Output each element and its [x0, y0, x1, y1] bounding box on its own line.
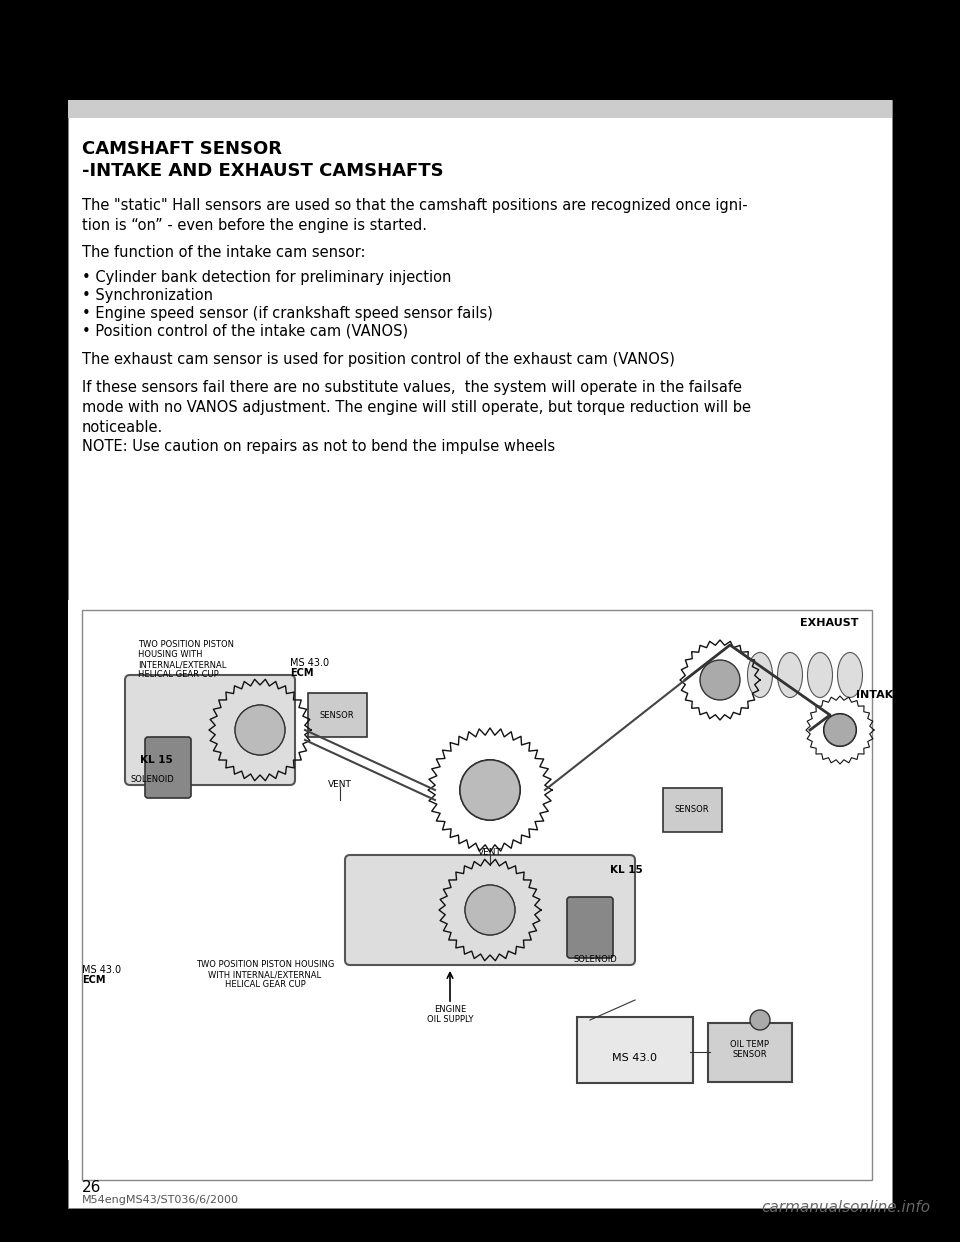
FancyBboxPatch shape	[345, 854, 635, 965]
Text: SOLENOID: SOLENOID	[573, 955, 617, 964]
FancyBboxPatch shape	[68, 600, 892, 1160]
Text: The "static" Hall sensors are used so that the camshaft positions are recognized: The "static" Hall sensors are used so th…	[82, 197, 748, 232]
Text: MS 43.0: MS 43.0	[290, 658, 329, 668]
Circle shape	[700, 660, 740, 700]
Text: ECM: ECM	[290, 668, 314, 678]
Circle shape	[824, 714, 856, 746]
Ellipse shape	[807, 652, 832, 698]
Text: INTAKE: INTAKE	[856, 691, 900, 700]
FancyBboxPatch shape	[577, 1017, 693, 1083]
Text: M54engMS43/ST036/6/2000: M54engMS43/ST036/6/2000	[82, 1195, 239, 1205]
Text: OIL TEMP: OIL TEMP	[731, 1040, 770, 1049]
Text: If these sensors fail there are no substitute values,  the system will operate i: If these sensors fail there are no subst…	[82, 380, 751, 455]
Text: HELICAL GEAR CUP: HELICAL GEAR CUP	[225, 980, 305, 989]
Text: 26: 26	[82, 1180, 102, 1195]
Circle shape	[235, 705, 285, 755]
Text: SENSOR: SENSOR	[320, 710, 354, 719]
Text: HELICAL GEAR CUP: HELICAL GEAR CUP	[138, 669, 219, 679]
Text: MS 43.0: MS 43.0	[612, 1053, 658, 1063]
FancyBboxPatch shape	[663, 787, 722, 832]
Text: INTERNAL/EXTERNAL: INTERNAL/EXTERNAL	[138, 660, 227, 669]
Text: -INTAKE AND EXHAUST CAMSHAFTS: -INTAKE AND EXHAUST CAMSHAFTS	[82, 161, 444, 180]
Circle shape	[460, 760, 520, 820]
Text: MS 43.0: MS 43.0	[82, 965, 121, 975]
Circle shape	[750, 1010, 770, 1030]
Text: WITH INTERNAL/EXTERNAL: WITH INTERNAL/EXTERNAL	[208, 970, 322, 979]
FancyBboxPatch shape	[308, 693, 367, 737]
FancyBboxPatch shape	[68, 101, 892, 118]
FancyBboxPatch shape	[145, 737, 191, 799]
Text: The exhaust cam sensor is used for position control of the exhaust cam (VANOS): The exhaust cam sensor is used for posit…	[82, 351, 675, 366]
Text: ECM: ECM	[82, 975, 106, 985]
Text: VENT: VENT	[478, 848, 502, 857]
FancyBboxPatch shape	[125, 674, 295, 785]
Text: SENSOR: SENSOR	[732, 1049, 767, 1059]
Text: • Position control of the intake cam (VANOS): • Position control of the intake cam (VA…	[82, 324, 408, 339]
Text: KL 15: KL 15	[610, 864, 643, 876]
Text: EXHAUST: EXHAUST	[800, 619, 858, 628]
Ellipse shape	[748, 652, 773, 698]
Text: ENGINE: ENGINE	[434, 1005, 467, 1013]
Text: KL 15: KL 15	[140, 755, 173, 765]
Text: TWO POSITION PISTON: TWO POSITION PISTON	[138, 640, 234, 650]
Text: VENT: VENT	[328, 780, 352, 789]
FancyBboxPatch shape	[708, 1023, 792, 1082]
Text: • Cylinder bank detection for preliminary injection: • Cylinder bank detection for preliminar…	[82, 270, 451, 284]
Text: carmanualsonline.info: carmanualsonline.info	[761, 1200, 930, 1215]
Text: • Engine speed sensor (if crankshaft speed sensor fails): • Engine speed sensor (if crankshaft spe…	[82, 306, 492, 320]
Text: OIL SUPPLY: OIL SUPPLY	[427, 1015, 473, 1023]
Text: CAMSHAFT SENSOR: CAMSHAFT SENSOR	[82, 140, 282, 158]
Text: SENSOR: SENSOR	[675, 806, 709, 815]
Text: TWO POSITION PISTON HOUSING: TWO POSITION PISTON HOUSING	[196, 960, 334, 969]
Text: HOUSING WITH: HOUSING WITH	[138, 650, 203, 660]
Text: • Synchronization: • Synchronization	[82, 288, 213, 303]
Text: The function of the intake cam sensor:: The function of the intake cam sensor:	[82, 245, 366, 260]
Ellipse shape	[778, 652, 803, 698]
Text: SOLENOID: SOLENOID	[131, 775, 174, 784]
Ellipse shape	[837, 652, 862, 698]
Circle shape	[465, 886, 515, 935]
FancyBboxPatch shape	[68, 101, 892, 1208]
FancyBboxPatch shape	[567, 897, 613, 958]
